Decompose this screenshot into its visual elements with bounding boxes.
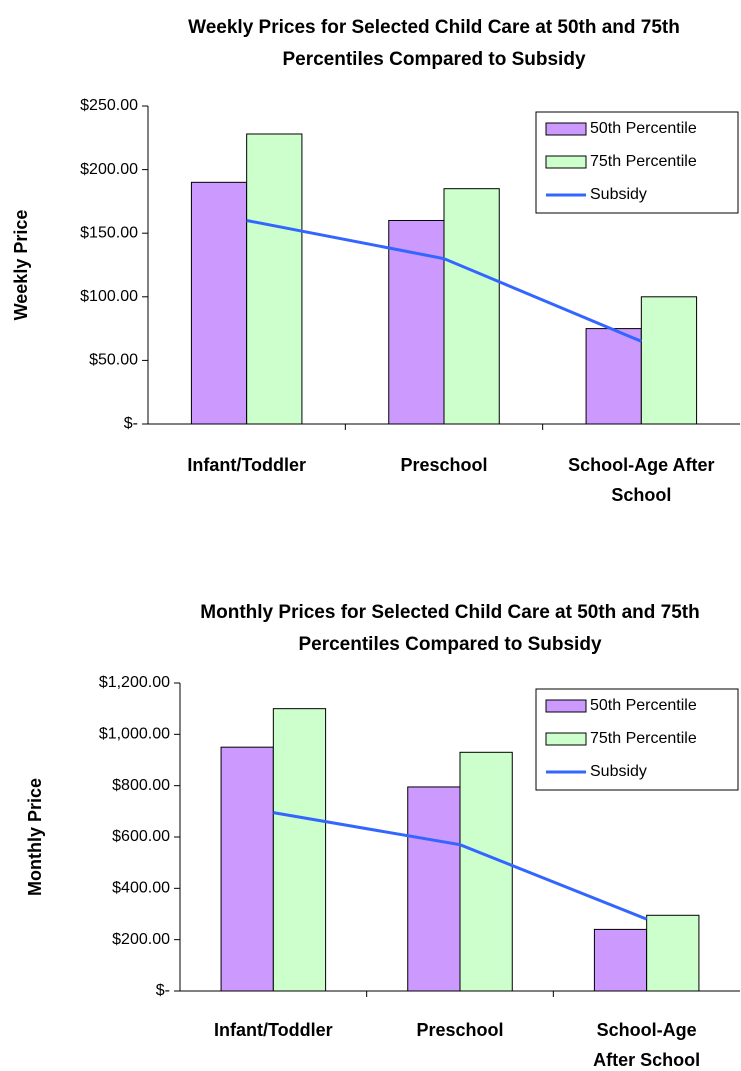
x-tick-label: Preschool (416, 1020, 503, 1040)
chart-title: Monthly Prices for Selected Child Care a… (200, 602, 699, 655)
y-tick-label: $- (156, 982, 170, 999)
x-tick-label: Infant/Toddler (214, 1020, 333, 1040)
legend-label: 75th Percentile (590, 730, 697, 747)
y-tick-label: $50.00 (89, 352, 138, 369)
legend-label: Subsidy (590, 763, 647, 780)
bar (272, 708, 327, 992)
bar (443, 188, 500, 425)
bar (646, 914, 700, 992)
y-tick-label: $150.00 (80, 224, 138, 241)
x-tick-label: School-Age After School (568, 455, 714, 505)
bar (459, 751, 513, 992)
line-series (273, 811, 648, 921)
bar (407, 786, 461, 992)
legend-label: 50th Percentile (590, 120, 697, 137)
bar (585, 328, 642, 425)
chart-title: Weekly Prices for Selected Child Care at… (188, 17, 680, 70)
legend-label: Subsidy (590, 186, 647, 203)
y-tick-label: $1,200.00 (99, 674, 170, 691)
x-tick-label: Infant/Toddler (187, 455, 306, 475)
y-tick-label: $400.00 (112, 880, 170, 897)
y-axis-label: Monthly Price (25, 778, 45, 896)
y-tick-label: $800.00 (112, 777, 170, 794)
bar (190, 181, 248, 425)
y-tick-label: $200.00 (80, 161, 138, 178)
legend-swatch (545, 122, 587, 136)
legend-swatch (545, 155, 587, 169)
x-tick-label: School-Age After School (593, 1020, 700, 1070)
legend-label: 50th Percentile (590, 697, 697, 714)
line-series (246, 219, 642, 343)
legend-swatch (545, 732, 587, 746)
bar (220, 746, 274, 992)
bar (246, 133, 303, 425)
y-tick-label: $100.00 (80, 288, 138, 305)
y-axis-label: Weekly Price (11, 210, 31, 321)
bar (640, 296, 698, 425)
y-tick-label: $250.00 (80, 97, 138, 114)
legend-swatch (545, 699, 587, 713)
y-tick-label: $200.00 (112, 931, 170, 948)
x-tick-label: Preschool (400, 455, 487, 475)
y-tick-label: $600.00 (112, 828, 170, 845)
y-tick-label: $- (124, 415, 138, 432)
legend-label: 75th Percentile (590, 153, 697, 170)
bar (593, 928, 648, 992)
y-tick-label: $1,000.00 (99, 726, 170, 743)
